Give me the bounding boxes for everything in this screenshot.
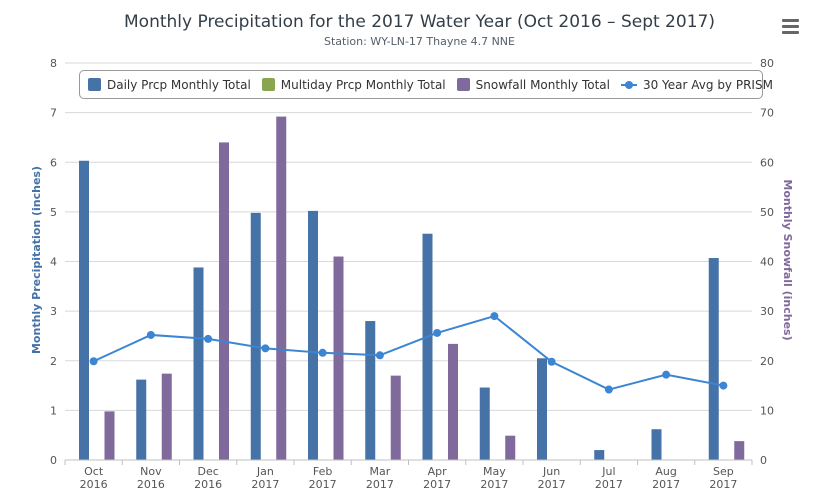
avg-point <box>719 381 728 390</box>
avg-point <box>204 334 213 343</box>
bar-daily-prcp <box>193 267 204 460</box>
avg-line-series <box>89 312 728 394</box>
bar-snowfall <box>448 343 458 460</box>
chart-subtitle: Station: WY-LN-17 Thayne 4.7 NNE <box>324 35 515 48</box>
left-tick-label: 3 <box>50 305 57 318</box>
bar-daily-prcp <box>250 212 261 460</box>
bar-daily-prcp <box>651 429 662 460</box>
x-tick-label-month: Nov <box>140 465 162 478</box>
legend-item-avg[interactable]: 30 Year Avg by PRISM <box>620 77 773 92</box>
left-tick-label: 2 <box>50 355 57 368</box>
x-tick-label-year: 2017 <box>251 478 279 491</box>
legend-label-multiday: Multiday Prcp Monthly Total <box>280 77 446 92</box>
legend-swatch-daily <box>88 78 101 91</box>
bar-series <box>79 116 745 461</box>
x-tick-label-year: 2017 <box>423 478 451 491</box>
bar-snowfall <box>734 441 745 460</box>
x-tick-label-year: 2017 <box>480 478 508 491</box>
legend-swatch-multiday <box>261 78 275 91</box>
right-tick-label: 60 <box>760 156 774 169</box>
legend-item-multiday[interactable]: Multiday Prcp Monthly Total <box>261 77 446 92</box>
bar-daily-prcp <box>594 450 605 460</box>
x-tick-label-year: 2017 <box>538 478 566 491</box>
chart-legend: Daily Prcp Monthly Total Multiday Prcp M… <box>79 70 773 99</box>
x-tick-label-month: Mar <box>369 465 390 478</box>
left-tick-label: 5 <box>50 206 57 219</box>
bar-daily-prcp <box>537 358 547 460</box>
x-tick-label-year: 2017 <box>595 478 623 491</box>
bar-snowfall <box>333 256 344 460</box>
bar-snowfall <box>104 411 115 460</box>
right-tick-label: 80 <box>760 57 774 70</box>
x-tick-label-month: Jul <box>601 465 615 478</box>
x-tick-label-month: Oct <box>84 465 104 478</box>
x-tick-label-year: 2016 <box>80 478 108 491</box>
legend-marker-avg <box>620 78 637 91</box>
bar-daily-prcp <box>365 321 376 460</box>
left-tick-label: 1 <box>50 404 57 417</box>
x-tick-label-year: 2017 <box>366 478 394 491</box>
avg-point <box>490 312 499 321</box>
bar-snowfall <box>390 375 401 460</box>
x-tick-label-year: 2016 <box>194 478 222 491</box>
avg-point <box>433 328 442 337</box>
avg-point <box>261 344 270 353</box>
x-tick-label-year: 2016 <box>137 478 165 491</box>
x-tick-label-month: Jan <box>256 465 274 478</box>
legend-item-daily[interactable]: Daily Prcp Monthly Total <box>88 78 251 92</box>
left-tick-label: 0 <box>50 454 57 467</box>
right-tick-label: 30 <box>760 305 774 318</box>
bar-snowfall <box>505 435 516 460</box>
right-tick-label: 70 <box>760 107 774 120</box>
x-tick-label-month: Dec <box>197 465 218 478</box>
bar-daily-prcp <box>136 379 147 460</box>
right-tick-label: 20 <box>760 355 774 368</box>
right-tick-label: 10 <box>760 404 774 417</box>
left-tick-label: 8 <box>50 57 57 70</box>
bar-daily-prcp <box>422 233 433 460</box>
avg-line <box>93 314 724 391</box>
grid-lines <box>65 62 752 411</box>
bar-daily-prcp <box>308 210 318 460</box>
left-tick-label: 7 <box>50 107 57 120</box>
legend-item-snowfall[interactable]: Snowfall Monthly Total <box>456 77 610 92</box>
bar-daily-prcp <box>479 387 490 460</box>
x-tick-label-month: May <box>483 465 506 478</box>
axes: 01234567801020304050607080Oct2016Nov2016… <box>50 57 774 491</box>
avg-point <box>547 357 556 366</box>
bar-snowfall <box>161 373 172 460</box>
bar-snowfall <box>276 116 287 460</box>
right-axis-title: Monthly Snowfall (inches) <box>781 179 794 340</box>
chart-menu-button[interactable] <box>779 16 803 36</box>
x-tick-label-year: 2017 <box>309 478 337 491</box>
legend-label-daily: Daily Prcp Monthly Total <box>107 77 251 92</box>
avg-point <box>604 385 613 394</box>
right-tick-label: 50 <box>760 206 774 219</box>
legend-swatch-snowfall <box>456 78 470 91</box>
x-tick-label-month: Feb <box>313 465 332 478</box>
x-tick-label-month: Jun <box>542 465 560 478</box>
left-tick-label: 6 <box>50 156 57 169</box>
bar-daily-prcp <box>708 258 719 460</box>
legend-label-avg: 30 Year Avg by PRISM <box>642 77 773 92</box>
avg-point <box>662 370 671 379</box>
bar-daily-prcp <box>79 160 89 461</box>
x-tick-label-year: 2017 <box>652 478 680 491</box>
x-tick-label-year: 2017 <box>709 478 737 491</box>
right-tick-label: 0 <box>760 454 767 467</box>
left-tick-label: 4 <box>50 256 57 269</box>
avg-point <box>375 351 384 360</box>
x-tick-label-month: Apr <box>428 465 448 478</box>
right-tick-label: 40 <box>760 256 774 269</box>
chart-title: Monthly Precipitation for the 2017 Water… <box>124 12 715 32</box>
avg-point <box>89 357 98 366</box>
x-tick-label-month: Aug <box>655 465 676 478</box>
avg-point <box>318 348 327 357</box>
avg-point <box>146 330 155 339</box>
legend-label-snowfall: Snowfall Monthly Total <box>475 77 610 92</box>
left-axis-title: Monthly Precipitation (inches) <box>30 166 43 354</box>
x-tick-label-month: Sep <box>713 465 734 478</box>
bar-snowfall <box>219 142 229 460</box>
